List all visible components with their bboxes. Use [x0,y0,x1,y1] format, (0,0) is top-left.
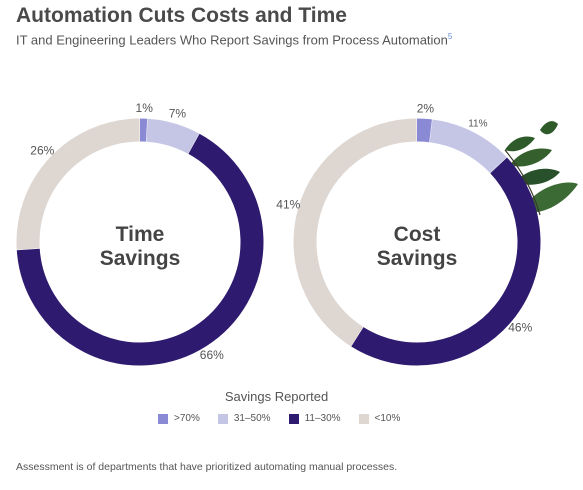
slice-label: 7% [169,106,187,120]
slice-label: 66% [200,348,224,362]
legend-swatch [358,413,369,424]
donut-center-title: Savings [377,247,458,270]
legend-item: 31–50% [217,413,271,424]
leaf-shape [540,121,558,135]
legend-label: 11–30% [304,413,341,424]
leaf-decoration [504,121,578,216]
legend: >70% 31–50% 11–30% <10% [158,413,400,424]
footnote-marker: 5 [447,32,453,41]
leaf-shape [510,148,552,167]
legend-item: <10% [358,413,401,424]
leaf-shape [530,182,578,213]
donut-slice [145,118,200,154]
donut-center-title: Cost [394,223,441,246]
donut-center [39,141,241,343]
donut-slice [16,133,264,366]
leaf-shape [505,136,535,152]
legend-label: <10% [374,413,401,424]
slice-label: 1% [136,101,154,115]
legend-swatch [288,413,299,424]
subtitle-text: IT and Engineering Leaders Who Report Sa… [16,32,448,48]
legend-title: Savings Reported [224,389,329,404]
legend-item: 11–30% [288,413,341,424]
donut-slice [293,118,417,347]
donut-slice [351,157,541,366]
donut-center-title: Savings [100,247,181,270]
donut-slice [16,118,140,250]
footnote: Assessment is of departments that have p… [16,461,398,473]
donut-center-title: Time [116,223,165,246]
donut-slice [416,118,432,143]
slice-label: 46% [508,320,532,334]
legend-label: 31–50% [233,413,271,424]
legend-swatch [217,413,228,424]
chart-title: Automation Cuts Costs and Time [16,4,347,27]
donut-slice [429,119,507,174]
slice-label: 41% [276,198,300,212]
slice-label: 26% [30,143,54,157]
legend-swatch [158,413,168,424]
leaf-stem [504,149,541,216]
chart-subtitle: IT and Engineering Leaders Who Report Sa… [16,32,452,47]
legend-item: >70% [158,413,200,424]
legend-label: >70% [174,413,200,424]
slice-label: 11% [468,119,487,130]
donut-center [316,141,518,343]
slice-label: 2% [417,101,435,115]
